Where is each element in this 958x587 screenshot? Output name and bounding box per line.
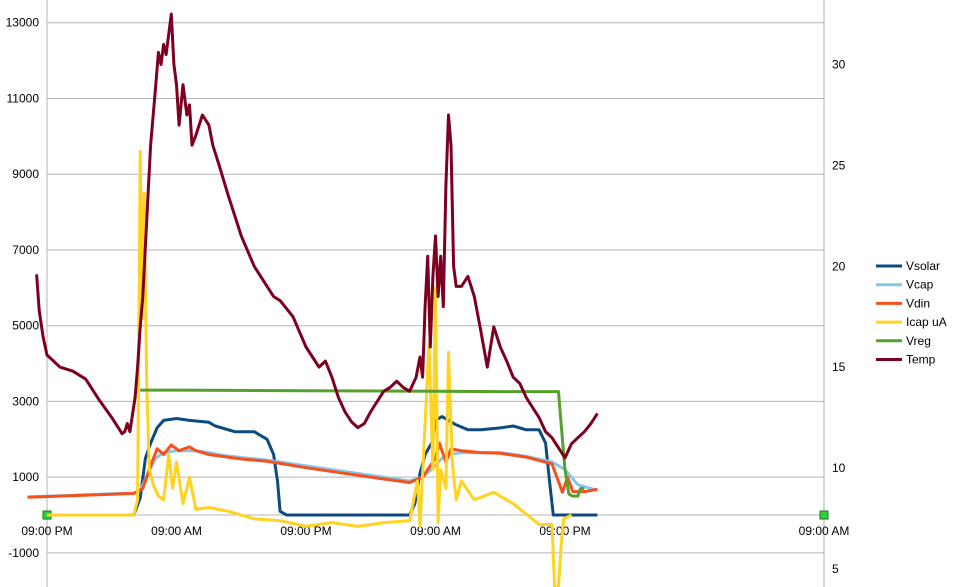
- legend-label: Vcap: [906, 278, 934, 292]
- series-layer: [27, 12, 599, 587]
- series-line-icap-ua: [47, 150, 573, 587]
- y-left-tick-label: 5000: [12, 319, 39, 333]
- legend-label: Temp: [906, 353, 936, 367]
- x-tick-label: 09:00 PM: [21, 524, 72, 538]
- y-left-tick-label: 1000: [12, 470, 39, 484]
- legend-label: Vdin: [906, 296, 930, 310]
- y-right-tick-label: 10: [832, 461, 846, 475]
- series-line-vcap: [27, 449, 598, 499]
- y-right-tick-label: 30: [832, 58, 846, 72]
- y-right-tick-label: 25: [832, 158, 846, 172]
- series-line-vdin: [27, 441, 598, 499]
- legend: Vsolar Vcap Vdin Icap uA Vreg Temp: [876, 259, 947, 367]
- x-tick-label: 09:00 AM: [799, 524, 850, 538]
- y-left-tick-label: 9000: [12, 167, 39, 181]
- axis-end-marker: [819, 510, 829, 520]
- y-right-tick-label: 15: [832, 360, 846, 374]
- y-left-tick-label: 13000: [6, 16, 40, 30]
- y-left-tick-label: -1000: [8, 546, 39, 560]
- series-line-vsolar: [47, 415, 598, 517]
- series-line-vreg: [140, 388, 585, 498]
- series-line-temp: [35, 12, 599, 460]
- y-left-tick-label: 11000: [7, 91, 40, 105]
- y-right-tick-label: 5: [832, 562, 839, 576]
- legend-label: Vsolar: [906, 259, 940, 273]
- y-left-tick-label: 7000: [12, 243, 39, 257]
- legend-label: Icap uA: [906, 315, 947, 329]
- x-tick-label: 09:00 PM: [280, 524, 331, 538]
- legend-label: Vreg: [906, 334, 931, 348]
- x-tick-label: 09:00 AM: [151, 524, 202, 538]
- x-tick-label: 09:00 AM: [410, 524, 461, 538]
- y-right-tick-label: 20: [832, 259, 846, 273]
- y-left-tick-label: 3000: [12, 394, 39, 408]
- x-tick-label: 09:00 PM: [539, 524, 590, 538]
